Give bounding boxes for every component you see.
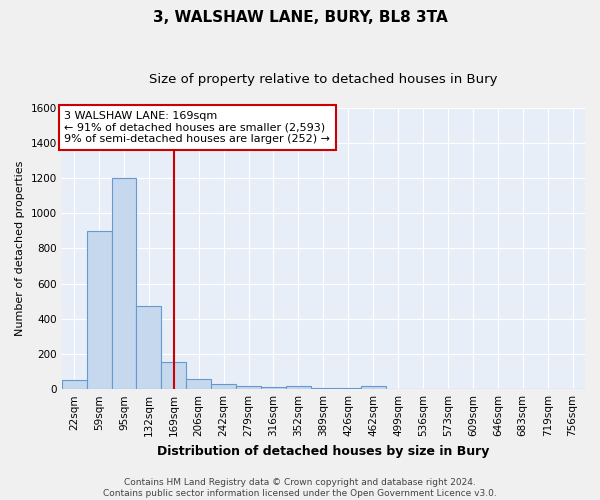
Bar <box>62 380 86 389</box>
Bar <box>186 378 211 389</box>
Bar <box>311 388 336 389</box>
Bar <box>86 230 112 389</box>
Bar <box>136 306 161 389</box>
Bar <box>261 386 286 389</box>
Bar <box>236 386 261 389</box>
Bar <box>211 384 236 389</box>
Text: 3, WALSHAW LANE, BURY, BL8 3TA: 3, WALSHAW LANE, BURY, BL8 3TA <box>152 10 448 25</box>
X-axis label: Distribution of detached houses by size in Bury: Distribution of detached houses by size … <box>157 444 490 458</box>
Bar <box>161 362 186 389</box>
Bar <box>286 386 311 389</box>
Y-axis label: Number of detached properties: Number of detached properties <box>15 160 25 336</box>
Bar <box>361 386 386 389</box>
Bar <box>336 388 361 389</box>
Title: Size of property relative to detached houses in Bury: Size of property relative to detached ho… <box>149 72 497 86</box>
Text: Contains HM Land Registry data © Crown copyright and database right 2024.
Contai: Contains HM Land Registry data © Crown c… <box>103 478 497 498</box>
Text: 3 WALSHAW LANE: 169sqm
← 91% of detached houses are smaller (2,593)
9% of semi-d: 3 WALSHAW LANE: 169sqm ← 91% of detached… <box>64 111 330 144</box>
Bar <box>112 178 136 389</box>
